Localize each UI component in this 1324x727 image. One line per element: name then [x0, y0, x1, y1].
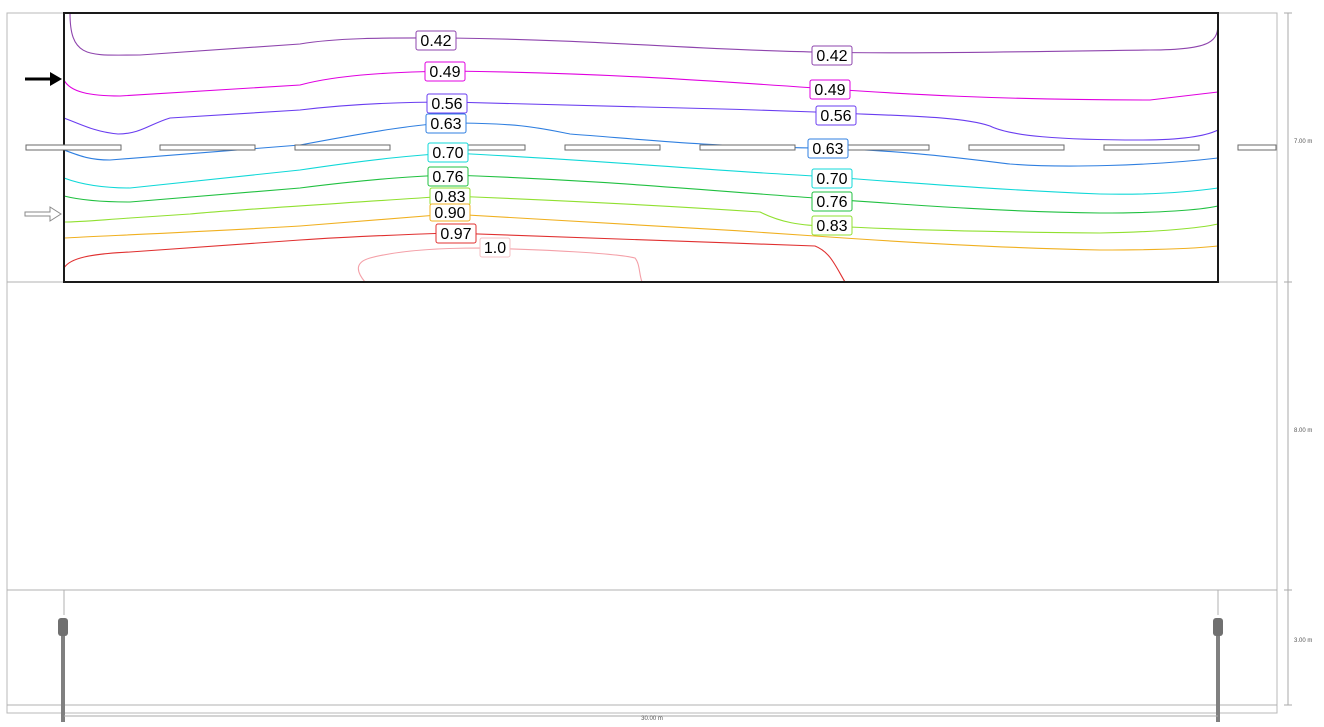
- contour-label-box: [435, 223, 477, 244]
- lane-dash: [159, 144, 256, 151]
- luminaire-pole-left: [58, 618, 68, 722]
- contour-label-box: [426, 93, 468, 114]
- traffic-direction-solid-arrow-icon: [25, 72, 62, 86]
- lane-center-markings: [25, 144, 1277, 151]
- contour-label: 0.42: [816, 48, 847, 65]
- contour-labels: 0.42 0.42 0.49 0.49 0.56 0.56 0.63 0.63 …: [415, 30, 857, 258]
- lane-dash: [699, 144, 796, 151]
- contour-label-box: [815, 105, 857, 126]
- contour-label-box: [429, 203, 471, 222]
- lane-dash: [968, 144, 1065, 151]
- lane-dash: [1237, 144, 1277, 151]
- contour-label: 0.83: [434, 189, 465, 206]
- luminaire-right-icon: [1213, 618, 1223, 636]
- lane-dash: [294, 144, 391, 151]
- lane-dash: [1103, 144, 1200, 151]
- contour-line-070: [63, 152, 1219, 195]
- contour-label-box: [811, 45, 853, 66]
- outer-frame: [6, 12, 1278, 714]
- contour-label: 0.56: [431, 96, 462, 113]
- traffic-direction-outline-arrow-icon: [24, 206, 62, 222]
- lane-dash: [25, 144, 122, 151]
- contour-label: 0.76: [816, 194, 847, 211]
- contour-label-box: [811, 215, 853, 236]
- dimension-label-width: 30.00 m: [641, 716, 663, 722]
- contour-line-042: [69, 12, 1219, 56]
- contour-label: 0.63: [812, 141, 843, 158]
- contour-label-box: [425, 113, 467, 134]
- contour-label: 0.70: [432, 145, 463, 162]
- dimension-lines: [64, 12, 1292, 717]
- contour-label: 0.56: [820, 108, 851, 125]
- contour-line-063: [63, 122, 1219, 167]
- contour-label-box: [479, 237, 511, 258]
- contour-label: 0.76: [432, 169, 463, 186]
- contour-label: 1.0: [484, 240, 506, 257]
- contour-line-049: [63, 70, 1219, 101]
- contour-label: 0.83: [816, 218, 847, 235]
- contour-label-box: [424, 61, 466, 82]
- contour-line-056: [63, 101, 1219, 141]
- luminaire-left-icon: [58, 618, 68, 636]
- contour-line-076: [63, 174, 1219, 214]
- pole-right-shaft: [1216, 635, 1220, 722]
- contour-label: 0.97: [440, 226, 471, 243]
- contour-label: 0.70: [816, 171, 847, 188]
- luminaire-pole-right: [1213, 618, 1223, 722]
- contour-label-box: [809, 79, 851, 100]
- dimension-label-middle: 8.00 m: [1294, 428, 1312, 434]
- contour-label: 0.49: [429, 64, 460, 81]
- contour-line-090: [63, 213, 1219, 251]
- pole-left-shaft: [61, 635, 65, 722]
- contour-line-083: [63, 195, 1219, 234]
- lane-dash: [564, 144, 661, 151]
- contour-label: 0.90: [434, 205, 465, 222]
- dimension-label-road: 7.00 m: [1294, 139, 1312, 145]
- contour-lines: [63, 12, 1219, 283]
- contour-label-box: [427, 166, 469, 187]
- contour-label-box: [811, 168, 853, 189]
- layout-frame: [6, 12, 1278, 714]
- contour-label: 0.63: [430, 116, 461, 133]
- contour-label-box: [415, 30, 457, 51]
- dimension-label-bottom: 3.00 m: [1294, 638, 1312, 644]
- contour-label-box: [811, 191, 853, 212]
- contour-line-097: [63, 232, 846, 283]
- contour-label-box: [427, 142, 469, 163]
- contour-label-box: [807, 138, 849, 159]
- contour-label: 0.42: [420, 33, 451, 50]
- contour-label: 0.49: [814, 82, 845, 99]
